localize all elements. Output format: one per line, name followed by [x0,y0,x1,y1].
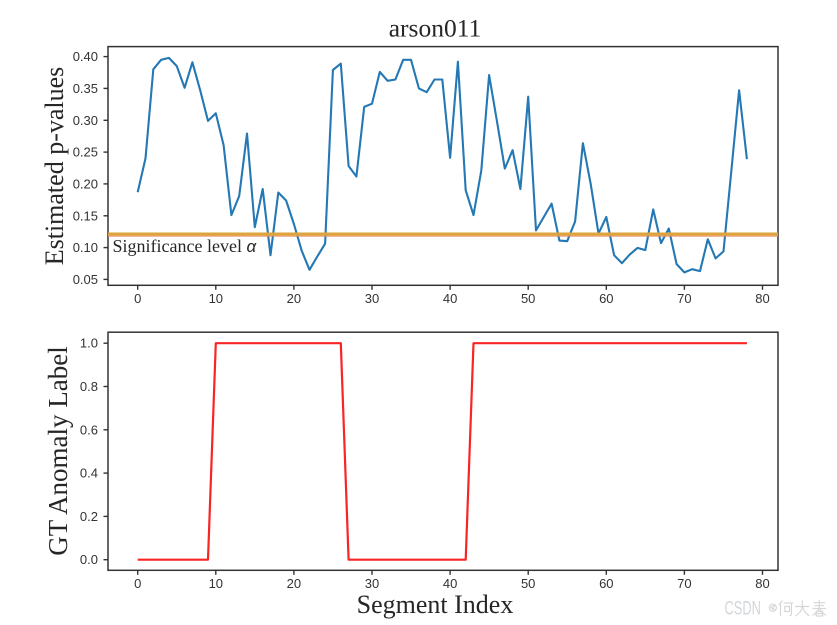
svg-text:70: 70 [677,576,691,591]
svg-text:0.0: 0.0 [80,552,98,567]
svg-text:0.8: 0.8 [80,379,98,394]
svg-text:50: 50 [521,291,535,306]
svg-text:20: 20 [287,576,301,591]
svg-text:0.35: 0.35 [73,81,98,96]
svg-text:0: 0 [134,576,141,591]
svg-text:GT Anomaly Label: GT Anomaly Label [43,346,73,555]
svg-text:60: 60 [599,291,613,306]
svg-text:0.4: 0.4 [80,466,98,481]
svg-text:80: 80 [755,576,769,591]
svg-text:10: 10 [209,576,223,591]
svg-text:0.30: 0.30 [73,113,98,128]
svg-text:CSDN: CSDN [725,597,761,619]
svg-text:60: 60 [599,576,613,591]
svg-text:Significance level α: Significance level α [113,236,258,256]
svg-text:30: 30 [365,291,379,306]
svg-text:0.20: 0.20 [73,176,98,191]
svg-text:1.0: 1.0 [80,336,98,351]
svg-text:0: 0 [134,291,141,306]
svg-text:30: 30 [365,576,379,591]
svg-text:0.25: 0.25 [73,145,98,160]
svg-text:10: 10 [209,291,223,306]
svg-text:Estimated p-values: Estimated p-values [40,67,69,266]
svg-text:0.6: 0.6 [80,422,98,437]
svg-text:Segment Index: Segment Index [357,590,514,619]
svg-text:0.2: 0.2 [80,509,98,524]
svg-text:0.10: 0.10 [73,240,98,255]
svg-text:arson011: arson011 [389,14,482,43]
svg-text:50: 50 [521,576,535,591]
svg-text:0.05: 0.05 [73,272,98,287]
svg-text:0.15: 0.15 [73,208,98,223]
svg-text:20: 20 [287,291,301,306]
svg-text:80: 80 [755,291,769,306]
svg-text:70: 70 [677,291,691,306]
svg-text:40: 40 [443,291,457,306]
svg-text:0.40: 0.40 [73,49,98,64]
svg-text:40: 40 [443,576,457,591]
